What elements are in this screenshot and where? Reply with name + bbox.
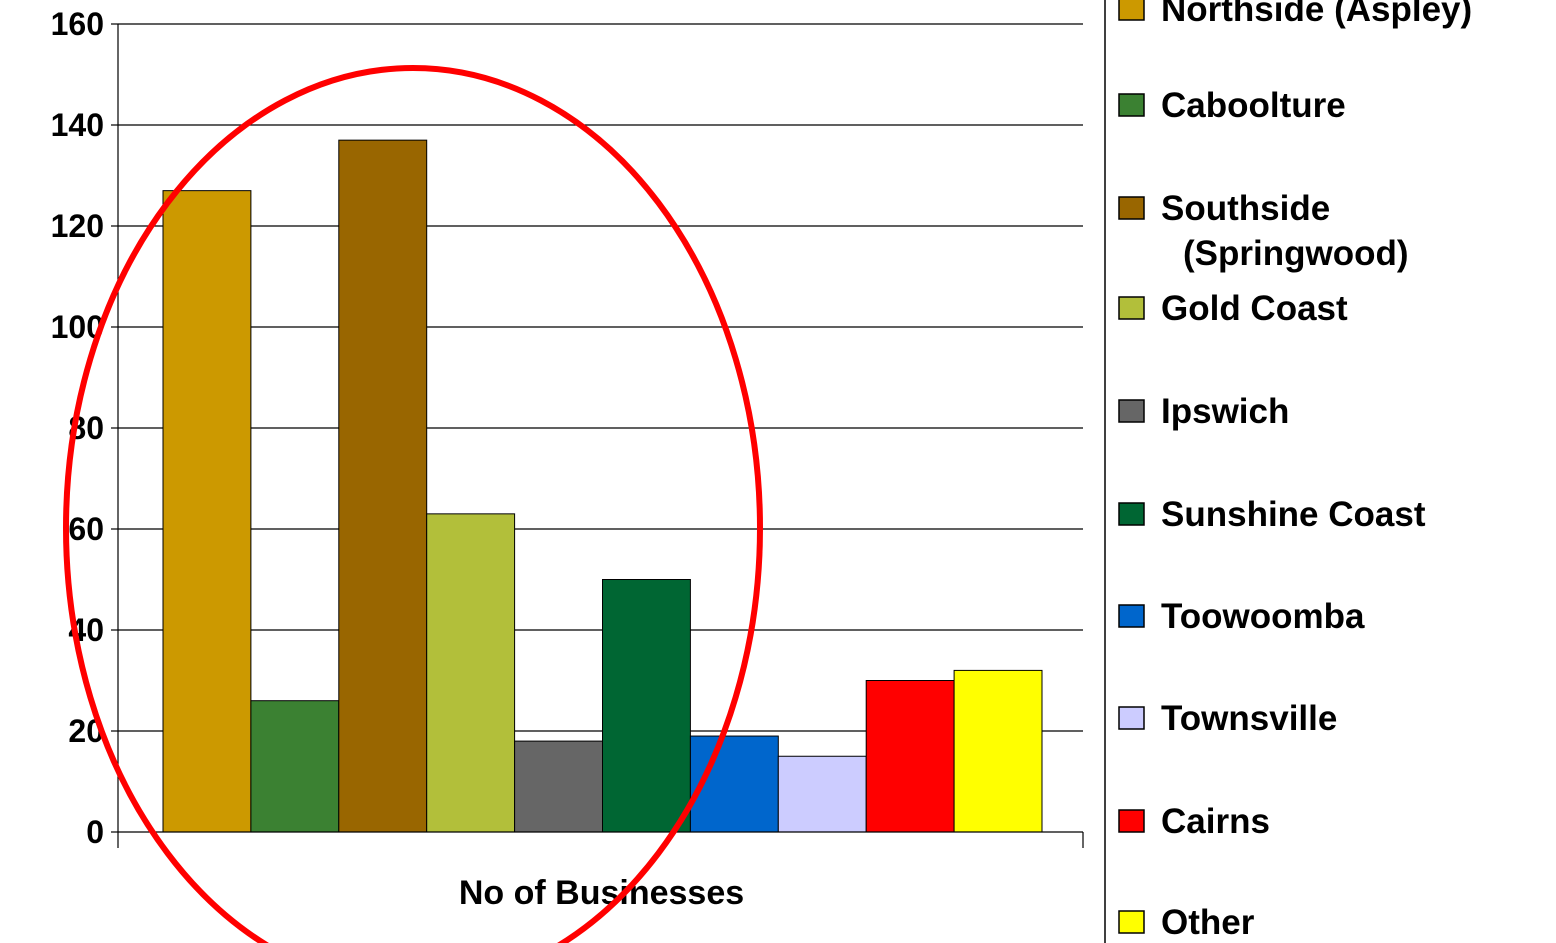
legend: Northside (Aspley) Caboolture Southside (Sp… <box>1104 0 1556 943</box>
legend-swatch <box>1118 196 1145 220</box>
bar-caboolture <box>250 700 340 833</box>
gridlines <box>118 23 1083 732</box>
bar-northside-aspley <box>162 190 252 833</box>
legend-swatch <box>1118 706 1145 730</box>
legend-label: Ipswich <box>1161 392 1289 431</box>
legend-swatch <box>1118 399 1145 423</box>
x-category-label: No of Businesses <box>459 874 744 912</box>
y-tick-label: 0 <box>86 814 104 850</box>
legend-label: Townsville <box>1161 699 1337 738</box>
legend-swatch <box>1118 502 1145 526</box>
highlight-ellipse <box>63 65 763 943</box>
legend-label: Cairns <box>1161 802 1270 841</box>
bar-southside-springwood <box>338 139 428 833</box>
legend-swatch <box>1118 809 1145 833</box>
legend-label: Caboolture <box>1161 86 1346 125</box>
legend-swatch <box>1118 0 1145 21</box>
legend-swatch <box>1118 910 1145 934</box>
bar-ipswich <box>514 740 603 833</box>
y-tick-label: 60 <box>68 511 104 547</box>
bar-townsville <box>777 755 867 833</box>
bars <box>162 139 1043 833</box>
bar-toowoomba <box>689 735 779 833</box>
legend-box <box>1104 0 1556 943</box>
legend-label: Other <box>1161 903 1255 942</box>
y-tick-label: 120 <box>51 208 104 244</box>
y-tick-label: 160 <box>51 6 104 42</box>
legend-label: Northside (Aspley) <box>1161 0 1472 29</box>
legend-swatch <box>1118 604 1145 628</box>
legend-swatch <box>1118 296 1145 320</box>
legend-swatch <box>1118 93 1145 117</box>
legend-label: Sunshine Coast <box>1161 495 1426 534</box>
y-tick-label: 140 <box>51 107 104 143</box>
legend-label: Toowoomba <box>1161 597 1365 636</box>
legend-label: Gold Coast <box>1161 289 1348 328</box>
bar-gold-coast <box>426 513 516 833</box>
annotation <box>63 65 763 943</box>
legend-label: Southside (Springwood) <box>1161 189 1409 273</box>
bar-sunshine-coast <box>602 579 691 833</box>
bar-other <box>953 669 1043 833</box>
bar-cairns <box>865 680 955 833</box>
